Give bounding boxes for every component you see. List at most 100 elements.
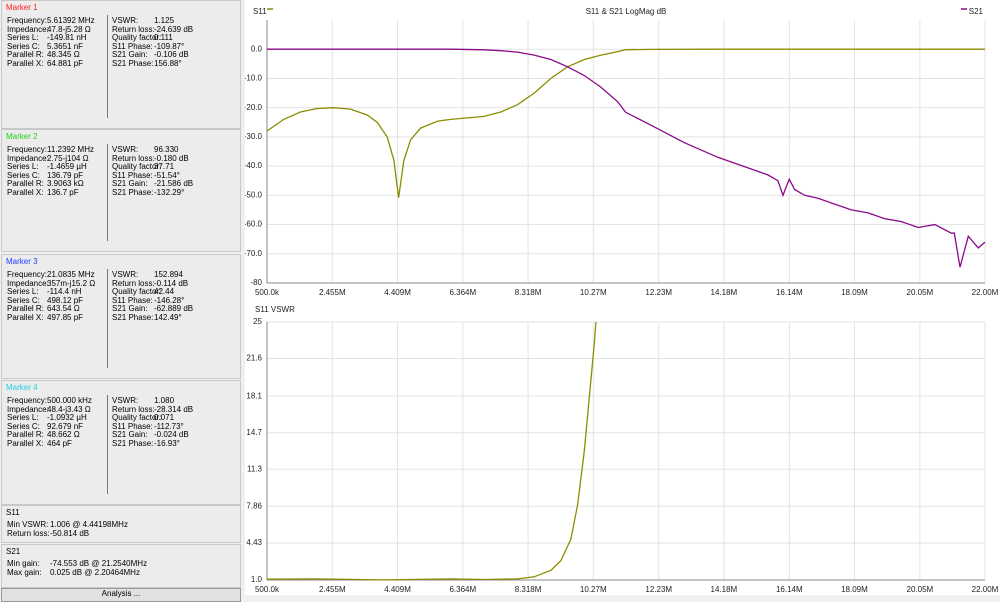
field-value: 42.44 xyxy=(154,287,175,296)
y-tick-label: 21.6 xyxy=(246,354,262,363)
field-label: Frequency: xyxy=(7,16,48,25)
field-value: -112.73° xyxy=(154,421,184,431)
x-tick-label: 10.27M xyxy=(580,288,607,297)
field-value: 5.61392 MHz xyxy=(47,16,95,25)
marker-title: Marker 3 xyxy=(6,257,38,266)
marker-box: Marker 1 Frequency: 5.61392 MHz Impedance: 4… xyxy=(1,0,241,129)
x-tick-label: 2.455M xyxy=(319,585,346,594)
x-tick-label: 12.23M xyxy=(645,288,672,297)
y-tick-label: 1.0 xyxy=(251,575,263,584)
separator xyxy=(107,395,108,494)
field-value: 156.88° xyxy=(154,58,182,68)
field-label: Return loss: xyxy=(112,278,155,288)
field-value: 136.79 pF xyxy=(47,170,84,180)
field-label: Frequency: xyxy=(7,270,48,279)
field-value: -0.114 dB xyxy=(154,278,189,288)
field-value: -0.024 dB xyxy=(154,430,189,439)
marker-box: Marker 3 Frequency: 21.0835 MHz Impedance: 3… xyxy=(1,254,241,379)
field-label: Impedance: xyxy=(7,278,49,288)
field-value: 64.881 pF xyxy=(47,58,84,68)
field-value: -132.29° xyxy=(154,187,185,197)
analysis-button[interactable]: Analysis ... xyxy=(1,588,241,602)
x-tick-label: 16.14M xyxy=(776,288,803,297)
field-value: 48.662 Ω xyxy=(47,430,80,439)
field-label: VSWR: xyxy=(112,145,139,154)
summary-title: S21 xyxy=(6,547,21,556)
separator xyxy=(107,144,108,241)
field-value: 1.125 xyxy=(154,16,175,25)
x-tick-label: 22.00M xyxy=(972,288,999,297)
field-label: S21 Phase: xyxy=(112,312,154,322)
field-label: VSWR: xyxy=(112,396,139,405)
field-value: -146.28° xyxy=(154,295,185,305)
y-tick-label: -60.0 xyxy=(245,220,263,229)
field-value: 152.894 xyxy=(154,270,183,279)
field-value: 0.111 xyxy=(154,33,173,42)
marker-title: Marker 2 xyxy=(6,132,38,141)
field-label: S11 Phase: xyxy=(112,295,153,305)
field-value: 11.2392 MHz xyxy=(47,145,94,154)
summary-box: S21 Min gain: -74.553 dB @ 21.2540MHz Max g… xyxy=(1,544,241,588)
field-value: 37.71 xyxy=(154,162,175,171)
y-tick-label: 14.7 xyxy=(246,428,262,437)
x-tick-label: 8.318M xyxy=(515,585,542,594)
field-label: Series L: xyxy=(7,33,39,42)
field-label: S21 Phase: xyxy=(112,187,154,197)
y-tick-label: -80 xyxy=(250,278,262,287)
field-label: Series C: xyxy=(7,170,40,180)
summary-label: Min VSWR: xyxy=(7,520,49,529)
field-value: -16.93° xyxy=(154,438,180,448)
legend-label: S11 xyxy=(253,7,267,16)
field-value: -1.4659 µH xyxy=(47,162,87,171)
field-value: 92.679 nF xyxy=(47,421,84,431)
marker-box: Marker 4 Frequency: 500.000 kHz Impedance: 4… xyxy=(1,380,241,505)
field-label: S11 Phase: xyxy=(112,41,153,51)
y-tick-label: 0.0 xyxy=(251,44,263,53)
chart-title: S11 VSWR xyxy=(255,305,295,314)
field-value: -28.314 dB xyxy=(154,404,194,414)
field-label: Return loss: xyxy=(112,153,155,163)
field-label: S11 Phase: xyxy=(112,170,153,180)
field-label: Return loss: xyxy=(112,404,155,414)
y-tick-label: 25 xyxy=(253,317,262,326)
field-label: Parallel X: xyxy=(7,438,44,448)
x-tick-label: 500.0k xyxy=(255,585,280,594)
x-tick-label: 2.455M xyxy=(319,288,346,297)
field-label: Parallel R: xyxy=(7,50,44,59)
field-value: 96.330 xyxy=(154,145,179,154)
x-tick-label: 6.364M xyxy=(449,585,476,594)
field-label: S21 Gain: xyxy=(112,304,148,313)
field-label: Impedance: xyxy=(7,153,49,163)
legend-label: S21 xyxy=(969,7,984,16)
summary-label: Max gain: xyxy=(7,568,42,577)
field-label: Series L: xyxy=(7,287,39,296)
chart-title: S11 & S21 LogMag dB xyxy=(586,7,667,16)
field-value: 357m-j15.2 Ω xyxy=(47,278,96,288)
field-value: -62.889 dB xyxy=(154,304,194,313)
y-tick-label: 11.3 xyxy=(247,464,263,473)
field-value: 5.3651 nF xyxy=(47,41,84,51)
y-tick-label: -30.0 xyxy=(245,132,263,141)
field-label: Frequency: xyxy=(7,396,48,405)
field-value: 2.75-j104 Ω xyxy=(47,153,89,163)
summary-value: -74.553 dB @ 21.2540MHz xyxy=(50,559,148,568)
field-value: 498.12 pF xyxy=(47,295,84,305)
summary-label: Min gain: xyxy=(7,559,40,568)
x-tick-label: 6.364M xyxy=(449,288,476,297)
separator xyxy=(107,15,108,118)
trace xyxy=(266,321,597,581)
field-label: Impedance: xyxy=(7,404,49,414)
field-value: -114.4 nH xyxy=(47,287,82,296)
x-tick-label: 22.00M xyxy=(972,585,999,594)
field-label: Impedance: xyxy=(7,24,49,34)
field-label: S21 Gain: xyxy=(112,430,148,439)
field-label: VSWR: xyxy=(112,16,139,25)
field-label: Quality factor: xyxy=(112,33,162,42)
field-value: -0.180 dB xyxy=(154,153,189,163)
field-value: -24.639 dB xyxy=(154,24,194,34)
field-label: Quality factor: xyxy=(112,287,162,296)
x-tick-label: 10.27M xyxy=(580,585,607,594)
field-value: -149.81 nH xyxy=(47,33,87,42)
field-label: Frequency: xyxy=(7,145,48,154)
